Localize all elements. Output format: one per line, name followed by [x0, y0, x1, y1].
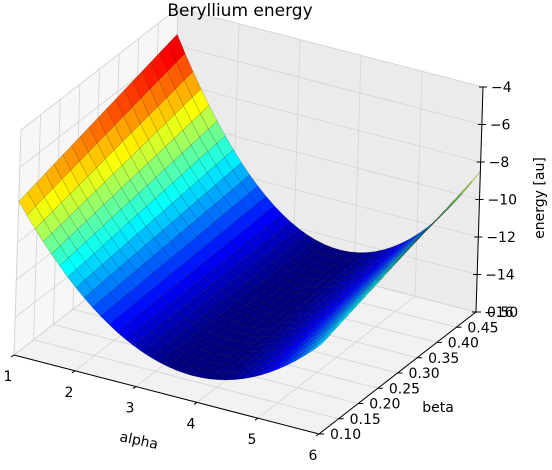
y-axis-label: beta — [422, 400, 454, 416]
z-tick-label: −16 — [484, 305, 514, 321]
y-tick-label: 0.50 — [487, 305, 518, 321]
y-tick-label: 0.30 — [409, 366, 440, 382]
energy-surface — [18, 33, 481, 381]
x-tick — [10, 354, 15, 358]
x-tick-label: 1 — [4, 369, 13, 385]
axes: 1 2 3 4 5 6 0.100.150.200.250.300.350.400.450.… — [4, 80, 519, 464]
surface-facet — [321, 324, 340, 342]
z-tick-label: −14 — [485, 268, 515, 284]
y-tick-label: 0.45 — [467, 320, 498, 336]
surface-facet — [392, 247, 411, 267]
z-grid-line — [20, 7, 484, 131]
x-tick — [315, 433, 320, 437]
x-axis-line — [13, 354, 320, 435]
x-tick — [71, 370, 76, 374]
z-tick-label: −8 — [489, 155, 510, 171]
y-tick-label: 0.40 — [448, 336, 479, 352]
y-tick-label: 0.10 — [330, 427, 361, 443]
x-tick — [193, 401, 198, 405]
y-tick-label: 0.15 — [350, 412, 381, 428]
x-tick-label: 6 — [309, 448, 318, 464]
y-tick-label: 0.25 — [389, 381, 420, 397]
x-tick — [132, 386, 137, 390]
surface-facet — [330, 315, 349, 332]
x-tick-label: 5 — [248, 432, 257, 448]
surface-facet — [427, 209, 446, 230]
y-tick-label: 0.20 — [369, 397, 400, 413]
x-axis-label: alpha — [118, 429, 159, 453]
surface-facet — [418, 219, 437, 239]
surface-facet — [444, 190, 463, 211]
surface-facet — [365, 276, 384, 295]
chart-title: Beryllium energy — [167, 1, 312, 21]
z-tick-label: −12 — [486, 230, 516, 246]
x-tick-label: 4 — [187, 416, 196, 432]
y-tick-label: 0.35 — [428, 351, 459, 367]
x-tick — [254, 417, 259, 421]
z-axis-label: energy [au] — [532, 157, 548, 239]
z-tick-label: −6 — [490, 118, 511, 134]
z-tick-label: −4 — [491, 80, 512, 96]
x-tick-label: 2 — [65, 385, 74, 401]
x-tick-label: 3 — [126, 401, 135, 417]
z-tick-label: −10 — [488, 193, 518, 209]
surface-facet — [312, 334, 331, 351]
